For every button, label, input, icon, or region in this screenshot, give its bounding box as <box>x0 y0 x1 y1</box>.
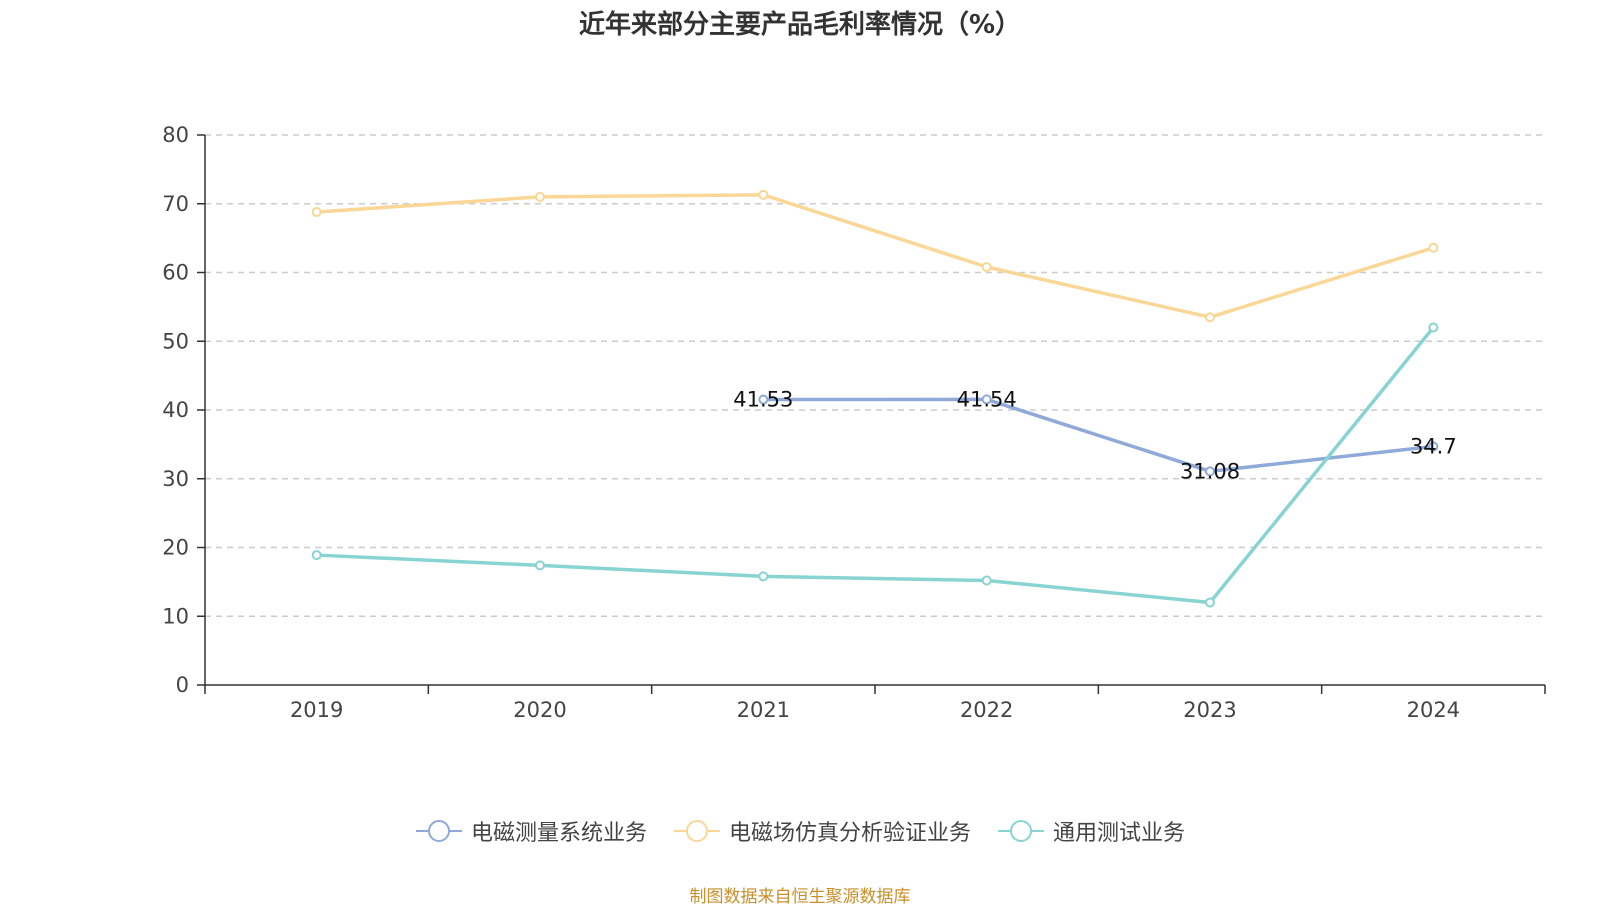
legend-swatch-icon <box>673 820 720 842</box>
data-point <box>1205 597 1215 608</box>
data-point <box>1428 322 1439 333</box>
data-point <box>1205 312 1215 323</box>
data-labels: 41.53 41.54 31.08 34.7 <box>733 387 1456 483</box>
y-tick-label: 20 <box>162 536 189 560</box>
y-tick-label: 30 <box>162 467 189 491</box>
data-point <box>981 394 992 405</box>
x-tick-label: 2021 <box>737 698 790 722</box>
data-label: 41.53 <box>733 387 793 411</box>
data-point <box>311 550 322 561</box>
data-point <box>1428 441 1439 452</box>
y-tick-label: 50 <box>162 329 189 353</box>
grid-lines <box>205 134 1545 617</box>
data-point <box>535 191 545 202</box>
y-tick-label: 0 <box>176 673 189 697</box>
legend-label: 电磁测量系统业务 <box>470 821 647 846</box>
series-line-1 <box>763 397 1434 474</box>
data-label: 31.08 <box>1180 459 1240 483</box>
legend-item-1[interactable]: 电磁测量系统业务 <box>415 815 647 847</box>
legend-swatch-icon <box>415 820 462 842</box>
data-point <box>311 207 322 217</box>
data-point <box>1428 242 1439 253</box>
y-tick-label: 60 <box>162 261 189 285</box>
series-line-2 <box>316 193 1434 319</box>
y-tick-label: 10 <box>162 604 189 628</box>
data-point <box>1205 466 1215 477</box>
x-tick-label: 2022 <box>960 698 1013 722</box>
y-tick-label: 80 <box>162 123 189 147</box>
x-tick-label: 2023 <box>1183 698 1236 722</box>
series-lines <box>311 189 1439 608</box>
data-point <box>758 394 769 405</box>
data-point <box>535 560 545 571</box>
axes: 0 10 20 30 40 50 60 70 80 2019 2020 2021 2022 2023 202… <box>162 123 1546 722</box>
data-point <box>758 189 769 200</box>
data-label: 41.54 <box>957 387 1017 411</box>
x-tick-label: 2019 <box>290 698 343 722</box>
data-point <box>758 571 769 582</box>
legend-label: 电磁场仿真分析验证业务 <box>728 821 971 846</box>
data-point <box>981 575 992 586</box>
legend-label: 通用测试业务 <box>1053 821 1186 846</box>
legend-item-2[interactable]: 电磁场仿真分析验证业务 <box>673 815 971 847</box>
y-tick-label: 70 <box>162 192 189 216</box>
series-line-3 <box>316 326 1435 605</box>
legend: 电磁测量系统业务 电磁场仿真分析验证业务 通用测试业务 <box>0 815 1600 847</box>
x-tick-label: 2020 <box>513 698 566 722</box>
data-label: 34.7 <box>1410 434 1457 458</box>
legend-swatch-icon <box>998 820 1044 842</box>
x-tick-label: 2024 <box>1407 698 1460 722</box>
chart-title: 近年来部分主要产品毛利率情况（%） <box>578 10 1022 40</box>
data-point <box>981 262 992 272</box>
y-tick-label: 40 <box>162 398 189 422</box>
legend-item-3[interactable]: 通用测试业务 <box>997 815 1185 847</box>
source-note: 制图数据来自恒生聚源数据库 <box>689 887 911 907</box>
